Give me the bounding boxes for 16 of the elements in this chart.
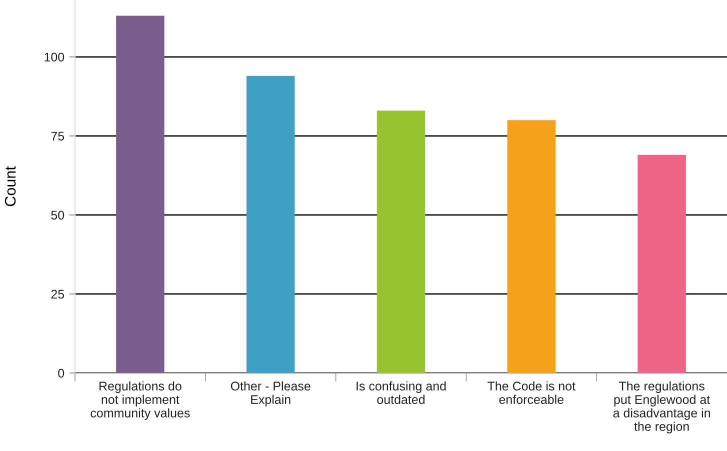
y-tick-label: 50 xyxy=(51,210,64,220)
x-tick-label: Other - Please Explain xyxy=(230,381,310,406)
x-tick-label: Regulations do not implement community values xyxy=(90,381,190,420)
y-axis-title: Count xyxy=(4,166,16,206)
x-tick-label: The regulations put Englewood at a disadvantage in the region xyxy=(613,381,710,434)
y-tick-label: 75 xyxy=(51,132,64,141)
y-tick-label: 25 xyxy=(51,290,64,299)
bar xyxy=(116,16,164,373)
bar xyxy=(638,154,686,373)
bar xyxy=(507,120,556,373)
bar xyxy=(376,110,426,373)
bar xyxy=(246,76,295,373)
y-tick-label: 0 xyxy=(58,368,64,378)
x-tick-label: Is confusing and outdated xyxy=(356,381,446,404)
y-tick-label: 100 xyxy=(44,52,64,62)
x-tick-label: The Code is not enforceable xyxy=(488,381,576,404)
